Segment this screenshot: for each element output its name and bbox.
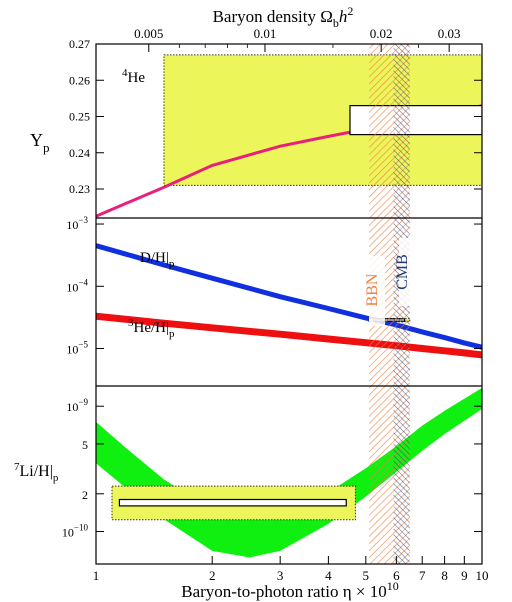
- x-tick-label: 3: [277, 568, 284, 583]
- x-tick-label: 5: [363, 568, 370, 583]
- li7-prediction-band: [96, 387, 482, 558]
- li7-y-tick-label: 2: [82, 488, 88, 502]
- x-tick-label: 8: [441, 568, 448, 583]
- top-tick-label: 0.01: [254, 26, 277, 41]
- plot-frame: [95, 43, 483, 565]
- axes: 1 2 3 4 5 6 7 8 9 10 0.005 0.01 0.02 0.03 0.23 0.24 0.25…: [62, 26, 489, 583]
- x-tick-label: 1: [93, 568, 100, 583]
- he4-y-tick-label: 0.27: [69, 37, 90, 51]
- li7-y-tick-label: 5: [82, 438, 88, 452]
- bbn-band-label: BBN: [364, 273, 381, 306]
- he4-annotation: 4He: [122, 67, 145, 86]
- x-tick-label: 4: [325, 568, 332, 583]
- he3h-series-label: 3He/H|p: [128, 317, 175, 340]
- x-tick-label: 6: [393, 568, 400, 583]
- dh-y-tick-label: 10−3: [66, 215, 88, 232]
- x-axis-title: Baryon-to-photon ratio η × 1010: [181, 579, 398, 601]
- x-tick-label: 10: [476, 568, 489, 583]
- helium4-panel: [96, 54, 482, 218]
- top-tick-label: 0.02: [370, 26, 393, 41]
- observation-inner-box: [118, 498, 347, 507]
- li7-y-tick-label: 10−9: [66, 397, 88, 414]
- dh-series-label: D/H|p: [140, 250, 175, 270]
- dh-y-tick-label: 10−4: [66, 277, 88, 294]
- x-tick-label: 2: [209, 568, 216, 583]
- he4-y-tick-label: 0.24: [69, 146, 90, 160]
- cmb-band-label: CMB: [394, 254, 411, 290]
- li7-y-tick-label: 10−10: [62, 522, 89, 539]
- top-tick-label: 0.005: [134, 26, 163, 41]
- series-line-D_He3-1: [96, 312, 482, 359]
- x-tick-label: 7: [419, 568, 426, 583]
- he4-y-tick-label: 0.25: [69, 110, 90, 124]
- series-line-D_He3-0: [96, 243, 482, 350]
- top-tick-label: 0.03: [438, 26, 461, 41]
- he4-ylabel: Yp: [30, 130, 50, 155]
- lithium7-panel: [96, 387, 482, 558]
- li7-ylabel: 7Li/H|p: [14, 461, 59, 484]
- bbn-label-bg: [369, 256, 385, 326]
- x-tick-label: 9: [461, 568, 468, 583]
- top-axis-title: Baryon density Ωbh2: [213, 4, 354, 30]
- dh-y-tick-label: 10−5: [66, 340, 88, 357]
- bbn-cmb-bands: [369, 44, 415, 564]
- cmb-label-bg: [399, 238, 415, 306]
- he4-y-tick-label: 0.26: [69, 73, 90, 87]
- he4-y-tick-label: 0.23: [69, 182, 90, 196]
